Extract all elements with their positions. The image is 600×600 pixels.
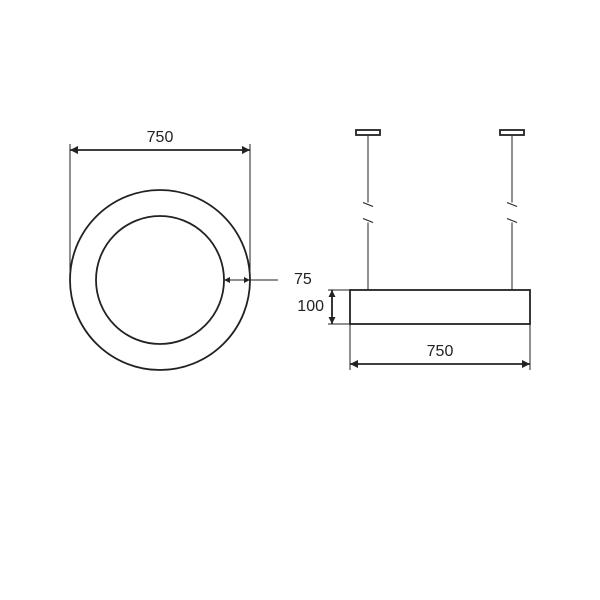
technical-drawing: 750 75 100 750 [0,0,600,600]
side-width-label: 750 [427,343,454,360]
side-height-label: 100 [297,298,324,315]
top-diameter-label: 750 [147,129,174,146]
ring-thickness-label: 75 [294,271,312,288]
